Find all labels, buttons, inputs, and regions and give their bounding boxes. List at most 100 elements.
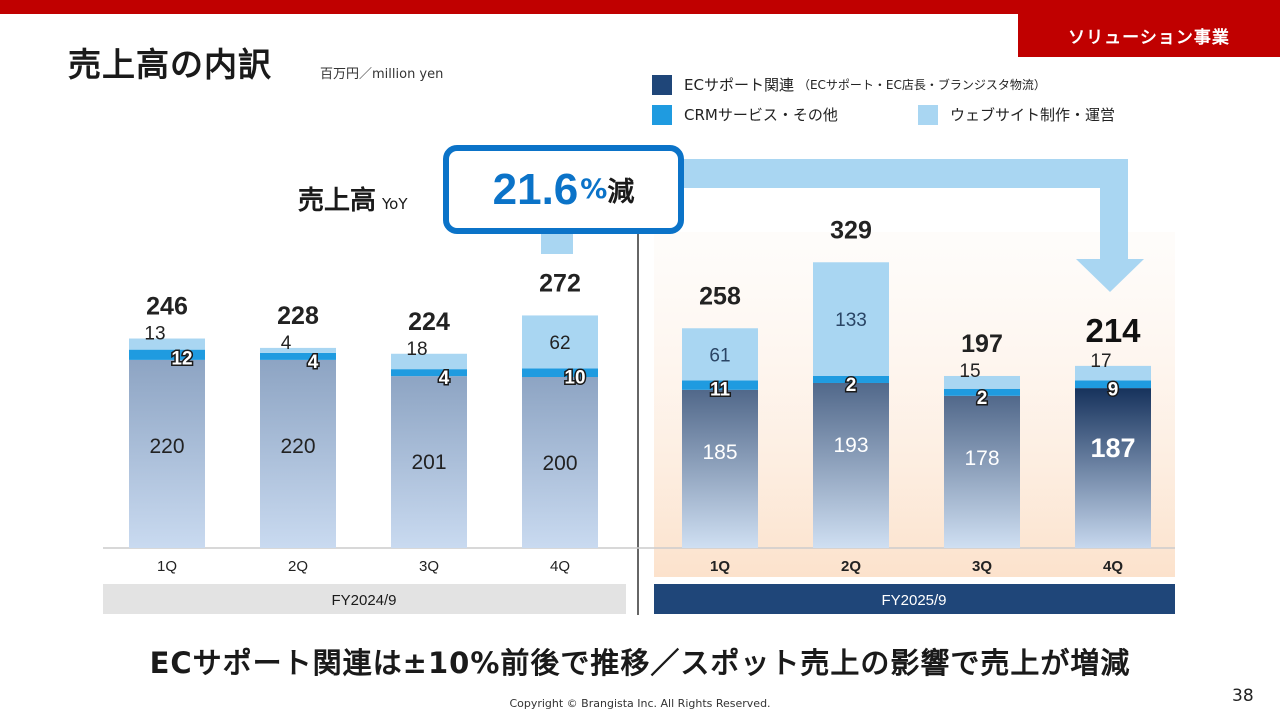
label-crm-5: 2 [846,375,857,396]
label-total-2: 224 [408,308,450,336]
label-web-7: 17 [1090,351,1111,372]
bar-crm-0 [129,349,205,360]
page-number: 38 [1232,686,1254,706]
summary-message: ECサポート関連は±10%前後で推移／スポット売上の影響で売上が増減 [149,646,1131,680]
bar-ec-4 [682,389,758,548]
bar-web-5 [813,262,889,376]
category-label-3: 4Q [550,558,570,575]
label-ec-4: 185 [702,441,737,464]
label-ec-6: 178 [964,447,999,470]
label-web-2: 18 [406,339,427,360]
label-total-6: 197 [961,330,1003,358]
label-crm-4: 11 [710,379,731,400]
arrow-horizontal [684,159,1128,188]
sales-breakdown-chart: 22012132461Q220442282Q2014182243Q2001062… [103,159,1175,615]
bar-ec-5 [813,382,889,548]
label-total-5: 329 [830,216,872,244]
yoy-label-text: 売上高 [298,186,377,216]
page-title: 売上高の内訳 [68,45,272,84]
bar-ec-3 [522,377,598,548]
arrow-shaft [1100,159,1128,260]
top-accent-bar [0,0,1280,14]
bar-crm-6 [944,388,1020,396]
label-ec-0: 220 [149,435,184,458]
label-web-5: 133 [835,310,867,331]
yoy-callout: 21.6% 減 [443,145,684,234]
label-ec-7: 187 [1090,433,1135,463]
bar-ec-2 [391,376,467,548]
bar-web-7 [1075,365,1151,381]
label-crm-0: 12 [171,349,192,370]
legend-item-crm: CRMサービス・その他 [652,104,838,125]
label-ec-2: 201 [411,451,446,474]
group-band-fy2024 [103,584,626,614]
bar-web-4 [682,328,758,381]
yoy-label: 売上高 YoY [298,180,408,217]
group-band-fy2025 [654,584,1175,614]
bar-crm-3 [522,368,598,377]
category-label-6: 3Q [972,558,992,575]
label-total-7: 214 [1085,312,1141,349]
label-web-4: 61 [709,345,730,366]
legend-item-web: ウェブサイト制作・運営 [918,104,1115,125]
label-crm-7: 9 [1108,379,1119,400]
bar-web-1 [260,347,336,353]
label-total-3: 272 [539,269,581,297]
label-web-1: 4 [281,333,292,354]
bar-crm-1 [260,352,336,360]
label-total-0: 246 [146,293,188,321]
category-label-0: 1Q [157,558,177,575]
section-tab: ソリューション事業 [1018,14,1280,57]
bar-ec-1 [260,359,336,548]
bar-ec-6 [944,395,1020,548]
labels-layer: 22012132461Q220442282Q2014182243Q2001062… [144,216,1141,575]
label-ec-1: 220 [280,435,315,458]
bar-crm-7 [1075,380,1151,389]
arrow-head [1076,259,1144,292]
legend-label-ec: ECサポート関連 [684,76,794,94]
yoy-unit: % [580,174,608,205]
bar-web-2 [391,353,467,370]
yoy-arrow [541,159,1144,292]
yoy-value: 21.6 [492,164,579,214]
label-crm-1: 4 [308,352,319,373]
label-crm-2: 4 [439,368,450,389]
label-crm-6: 2 [977,388,988,409]
group-label-fy2025: FY2025/9 [881,592,946,609]
yoy-direction: 減 [607,177,635,208]
label-total-1: 228 [277,302,319,330]
label-ec-3: 200 [542,452,577,475]
category-label-5: 2Q [841,558,861,575]
legend-note-ec: （ECサポート・EC店長・ブランジスタ物流） [797,78,1046,92]
bar-crm-5 [813,375,889,383]
unit-label: 百万円／million yen [320,67,444,82]
bar-ec-7 [1075,388,1151,548]
category-label-1: 2Q [288,558,308,575]
legend-label-web: ウェブサイト制作・運営 [950,106,1116,124]
legend-swatch-web [918,104,938,125]
bar-crm-4 [682,380,758,390]
label-crm-3: 10 [564,367,585,388]
group-label-fy2024: FY2024/9 [331,592,396,609]
legend-label-crm: CRMサービス・その他 [684,106,838,124]
category-label-7: 4Q [1103,558,1123,575]
category-label-4: 1Q [710,558,730,575]
label-total-4: 258 [699,282,741,310]
bar-web-0 [129,338,205,350]
bar-ec-0 [129,359,205,548]
copyright: Copyright © Brangista Inc. All Rights Re… [509,697,771,710]
label-web-3: 62 [549,333,570,354]
bar-crm-2 [391,369,467,377]
bar-web-6 [944,375,1020,389]
bar-web-3 [522,315,598,369]
legend-swatch-crm [652,104,672,125]
yoy-sublabel: YoY [382,195,408,213]
arrow-stub [541,232,573,254]
category-label-2: 3Q [419,558,439,575]
label-ec-5: 193 [833,434,868,457]
legend-item-ec: ECサポート関連 （ECサポート・EC店長・ブランジスタ物流） [652,74,1046,95]
label-web-6: 15 [959,361,980,382]
legend-swatch-ec [652,74,672,95]
bars-layer [129,262,1151,548]
label-web-0: 13 [144,324,165,345]
